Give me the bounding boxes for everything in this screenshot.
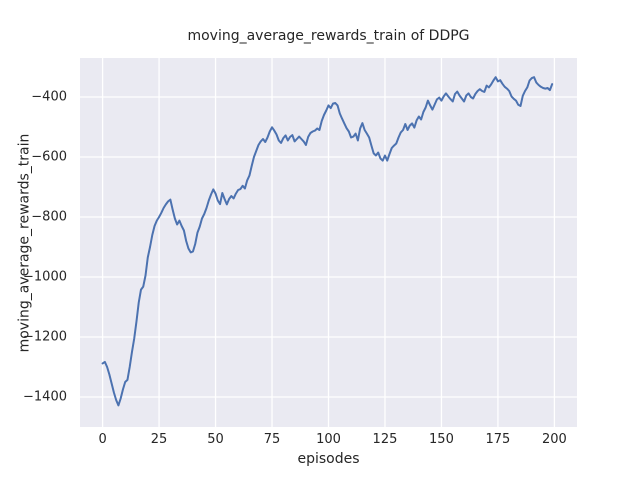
x-tick-label: 25 bbox=[150, 432, 168, 447]
y-tick-label: −600 bbox=[31, 149, 67, 165]
x-tick-label: 50 bbox=[207, 432, 224, 447]
chart-title: moving_average_rewards_train of DDPG bbox=[187, 28, 470, 44]
x-tick-label: 100 bbox=[316, 432, 341, 447]
x-tick-label: 200 bbox=[541, 432, 567, 447]
x-tick-label: 175 bbox=[485, 432, 511, 447]
x-axis-label: episodes bbox=[297, 451, 360, 467]
y-tick-label: −1000 bbox=[23, 269, 67, 285]
x-tick-label: 75 bbox=[263, 432, 281, 447]
y-tick-label: −800 bbox=[31, 209, 67, 225]
y-tick-label: −400 bbox=[31, 89, 67, 105]
x-tick-label: 125 bbox=[372, 432, 398, 447]
y-tick-label: −1400 bbox=[23, 389, 67, 405]
y-tick-label: −1200 bbox=[23, 329, 67, 345]
y-axis-label: moving_average_rewards_train bbox=[16, 133, 33, 353]
line-series-ddpg bbox=[101, 76, 554, 407]
x-tick-label: 150 bbox=[429, 432, 454, 447]
plot-canvas bbox=[80, 58, 577, 427]
x-tick-label: 0 bbox=[98, 432, 107, 447]
plot-area bbox=[80, 58, 577, 427]
